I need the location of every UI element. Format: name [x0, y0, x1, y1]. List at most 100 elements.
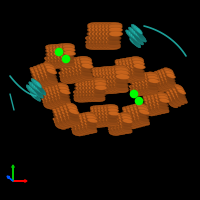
Ellipse shape [141, 89, 152, 93]
Ellipse shape [166, 82, 176, 87]
Ellipse shape [111, 83, 125, 88]
Ellipse shape [129, 85, 140, 89]
Ellipse shape [137, 91, 148, 95]
Ellipse shape [92, 69, 106, 75]
Ellipse shape [133, 27, 140, 34]
Ellipse shape [42, 91, 52, 96]
Ellipse shape [127, 65, 139, 70]
Ellipse shape [133, 104, 143, 109]
Ellipse shape [137, 38, 144, 45]
Ellipse shape [104, 66, 118, 72]
Ellipse shape [86, 96, 98, 100]
Ellipse shape [118, 129, 129, 134]
Ellipse shape [69, 118, 79, 124]
Ellipse shape [93, 93, 105, 97]
Ellipse shape [91, 67, 105, 73]
Ellipse shape [111, 114, 121, 119]
Ellipse shape [83, 97, 96, 102]
Ellipse shape [76, 64, 89, 70]
Ellipse shape [152, 73, 162, 78]
Ellipse shape [45, 97, 56, 102]
Ellipse shape [85, 39, 99, 45]
Ellipse shape [171, 86, 180, 91]
Ellipse shape [80, 130, 90, 135]
Ellipse shape [86, 42, 100, 48]
Ellipse shape [30, 84, 36, 91]
Ellipse shape [52, 63, 64, 68]
Ellipse shape [118, 114, 128, 119]
Ellipse shape [82, 90, 95, 94]
Ellipse shape [157, 80, 166, 85]
Ellipse shape [53, 98, 64, 103]
Ellipse shape [47, 103, 58, 108]
Ellipse shape [126, 106, 137, 111]
Ellipse shape [114, 65, 128, 71]
FancyArrow shape [7, 176, 13, 181]
Ellipse shape [77, 76, 90, 81]
Ellipse shape [134, 37, 141, 43]
Ellipse shape [48, 86, 59, 92]
Ellipse shape [116, 77, 128, 82]
Ellipse shape [55, 120, 66, 126]
Ellipse shape [161, 84, 171, 89]
Ellipse shape [89, 93, 101, 98]
Ellipse shape [98, 22, 112, 28]
Ellipse shape [129, 75, 141, 80]
Ellipse shape [39, 75, 50, 80]
Ellipse shape [71, 116, 81, 121]
Ellipse shape [82, 80, 94, 84]
Ellipse shape [121, 119, 131, 124]
Ellipse shape [47, 52, 59, 57]
Ellipse shape [115, 120, 125, 125]
Ellipse shape [160, 69, 170, 74]
Ellipse shape [37, 87, 43, 94]
Ellipse shape [44, 63, 55, 69]
Ellipse shape [132, 35, 139, 42]
Ellipse shape [149, 104, 160, 108]
Ellipse shape [81, 71, 93, 76]
Ellipse shape [60, 77, 72, 83]
Ellipse shape [137, 38, 143, 45]
Ellipse shape [157, 77, 167, 82]
Ellipse shape [71, 75, 83, 81]
Ellipse shape [84, 78, 97, 83]
Ellipse shape [76, 90, 88, 95]
Ellipse shape [166, 98, 175, 103]
Ellipse shape [92, 87, 106, 93]
Ellipse shape [115, 70, 129, 76]
Ellipse shape [93, 44, 107, 50]
Ellipse shape [102, 88, 116, 94]
Ellipse shape [112, 70, 126, 76]
Ellipse shape [62, 71, 74, 76]
Ellipse shape [167, 83, 177, 88]
Ellipse shape [166, 73, 176, 78]
Ellipse shape [137, 87, 148, 91]
Ellipse shape [97, 27, 111, 33]
Ellipse shape [133, 75, 145, 81]
Ellipse shape [173, 88, 182, 94]
Ellipse shape [115, 59, 127, 65]
Ellipse shape [123, 62, 135, 67]
Ellipse shape [115, 123, 125, 128]
Ellipse shape [41, 87, 52, 92]
Ellipse shape [74, 96, 86, 101]
Ellipse shape [47, 56, 60, 61]
Ellipse shape [130, 64, 142, 70]
Ellipse shape [78, 80, 90, 85]
Ellipse shape [59, 61, 71, 66]
Ellipse shape [43, 64, 54, 69]
Ellipse shape [49, 59, 61, 64]
Ellipse shape [30, 69, 41, 74]
Ellipse shape [127, 113, 138, 118]
Ellipse shape [55, 85, 65, 90]
Ellipse shape [116, 74, 129, 79]
Ellipse shape [101, 112, 113, 116]
Ellipse shape [75, 80, 87, 85]
Ellipse shape [37, 82, 47, 87]
Ellipse shape [177, 89, 186, 94]
Ellipse shape [158, 85, 168, 90]
Ellipse shape [102, 24, 116, 30]
Ellipse shape [119, 70, 131, 75]
Ellipse shape [130, 106, 141, 111]
Ellipse shape [76, 72, 88, 77]
